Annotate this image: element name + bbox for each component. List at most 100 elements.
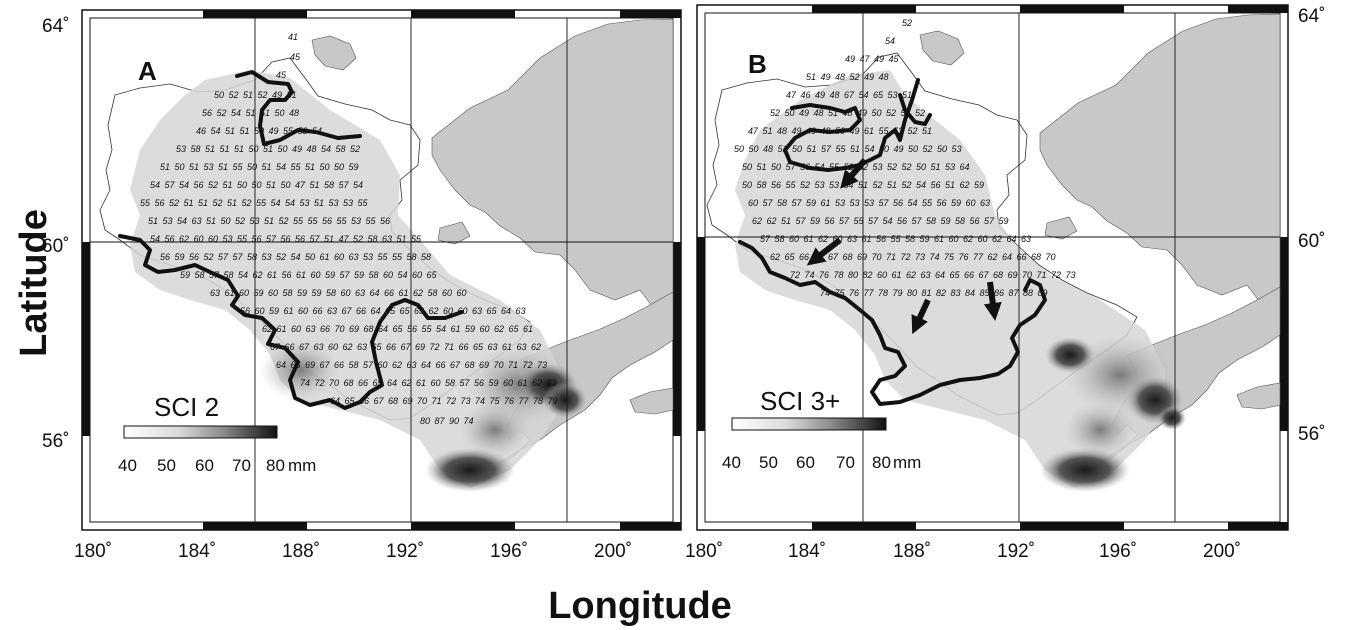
sample-value: 51 — [305, 162, 315, 172]
sample-value: 62 — [818, 234, 828, 244]
sample-value: 50 — [916, 162, 926, 172]
sample-value: 69 — [479, 360, 489, 370]
panel-a-label: A — [138, 56, 157, 86]
sample-value: 65 — [473, 342, 484, 352]
sample-value: 51 — [205, 144, 215, 154]
sample-value: 51 — [807, 144, 817, 154]
sample-value: 61 — [523, 324, 533, 334]
sample-value: 55 — [233, 162, 244, 172]
sample-value: 71 — [1037, 270, 1047, 280]
sample-value: 51 — [324, 234, 334, 244]
sample-value: 57 — [310, 234, 321, 244]
sample-value: 50 — [249, 144, 259, 154]
panel-b-lon-tick-2: 188˚ — [893, 541, 931, 562]
sample-value: 52 — [204, 252, 214, 262]
sample-value: 63 — [349, 252, 359, 262]
sample-value: 57 — [218, 252, 229, 262]
sample-value: 57 — [984, 216, 995, 226]
sample-value: 68 — [364, 324, 374, 334]
sample-value: 56 — [937, 198, 947, 208]
sample-value: 72 — [790, 270, 800, 280]
sample-value: 59 — [489, 378, 499, 388]
sample-value: 52 — [858, 162, 868, 172]
sample-value: 60 — [239, 288, 249, 298]
sample-value: 54 — [865, 144, 875, 154]
sample-value: 50 — [252, 180, 262, 190]
sample-value: 60 — [877, 270, 887, 280]
sample-value: 50 — [278, 144, 288, 154]
sample-value: 54 — [150, 234, 160, 244]
sample-value: 51 — [223, 180, 233, 190]
sample-value: 65 — [487, 306, 498, 316]
sample-value: 58 — [777, 198, 787, 208]
sample-value: 50 — [879, 144, 889, 154]
sample-value: 62 — [531, 342, 541, 352]
sample-value: 69 — [403, 396, 413, 406]
sample-value: 52 — [770, 108, 780, 118]
sample-value: 66 — [358, 378, 368, 388]
panel-a-scale-bar — [123, 425, 278, 439]
sample-value: 60 — [268, 288, 278, 298]
sample-value: 69 — [857, 252, 867, 262]
sample-value: 54 — [291, 252, 301, 262]
sample-value: 51 — [206, 216, 216, 226]
sample-value: 63 — [472, 306, 482, 316]
sample-value: 74 — [464, 416, 474, 426]
sample-value: 52 — [208, 180, 218, 190]
sample-value: 66 — [459, 342, 469, 352]
sample-value: 49 — [815, 90, 825, 100]
sample-value: 79 — [548, 396, 558, 406]
sample-value: 57 — [763, 198, 774, 208]
sample-value: 54 — [150, 180, 160, 190]
sample-value: 53 — [223, 234, 233, 244]
sample-value: 52 — [276, 252, 286, 262]
sample-value: 67 — [979, 270, 990, 280]
sample-value: 57 — [340, 270, 351, 280]
sample-value: 74 — [820, 288, 830, 298]
sample-value: 66 — [313, 306, 323, 316]
sample-value: 59 — [180, 270, 190, 280]
panel-b-scale-bar — [731, 417, 887, 431]
panel-b-scale-title: SCI 3+ — [760, 386, 840, 416]
sample-value: 60 — [748, 198, 758, 208]
sample-value: 64 — [501, 306, 511, 316]
sample-value: 47 — [748, 126, 759, 136]
sample-value: 62 — [253, 270, 263, 280]
sample-value: 54 — [398, 270, 408, 280]
sample-value: 68 — [344, 378, 354, 388]
sample-value: 51 — [240, 126, 250, 136]
panel-b-scale-tick-1: 50 — [759, 453, 778, 472]
sample-value: 63 — [517, 342, 527, 352]
sample-value: 57 — [821, 144, 832, 154]
sample-value: 61 — [399, 288, 409, 298]
sample-value: 51 — [858, 180, 868, 190]
sample-value: 65 — [373, 378, 384, 388]
sample-value: 54 — [859, 90, 869, 100]
sample-value: 64 — [387, 378, 397, 388]
sample-value: 51 — [931, 162, 941, 172]
panel-a-scale-unit: mm — [288, 456, 316, 475]
sample-value: 53 — [204, 162, 214, 172]
sample-value: 52 — [235, 216, 245, 226]
sample-value: 48 — [830, 90, 840, 100]
sample-value: 61 — [892, 270, 902, 280]
sample-value: 58 — [283, 288, 293, 298]
sample-value: 62 — [960, 180, 970, 190]
sample-value: 64 — [960, 162, 970, 172]
sample-value: 72 — [901, 252, 911, 262]
sample-value: 57 — [879, 198, 890, 208]
sample-value: 56 — [322, 216, 332, 226]
sample-value: 63 — [306, 324, 316, 334]
sample-value: 69 — [305, 360, 315, 370]
sample-value: 51 — [262, 162, 272, 172]
sample-value: 65 — [372, 342, 383, 352]
sample-value: 57 — [786, 162, 797, 172]
sample-value: 58 — [955, 216, 965, 226]
sample-value: 52 — [902, 180, 912, 190]
sample-value: 68 — [388, 396, 398, 406]
sample-value: 50 — [872, 108, 882, 118]
sample-value: 55 — [366, 216, 377, 226]
sample-value: 54 — [883, 216, 893, 226]
sample-value: 56 — [155, 198, 165, 208]
